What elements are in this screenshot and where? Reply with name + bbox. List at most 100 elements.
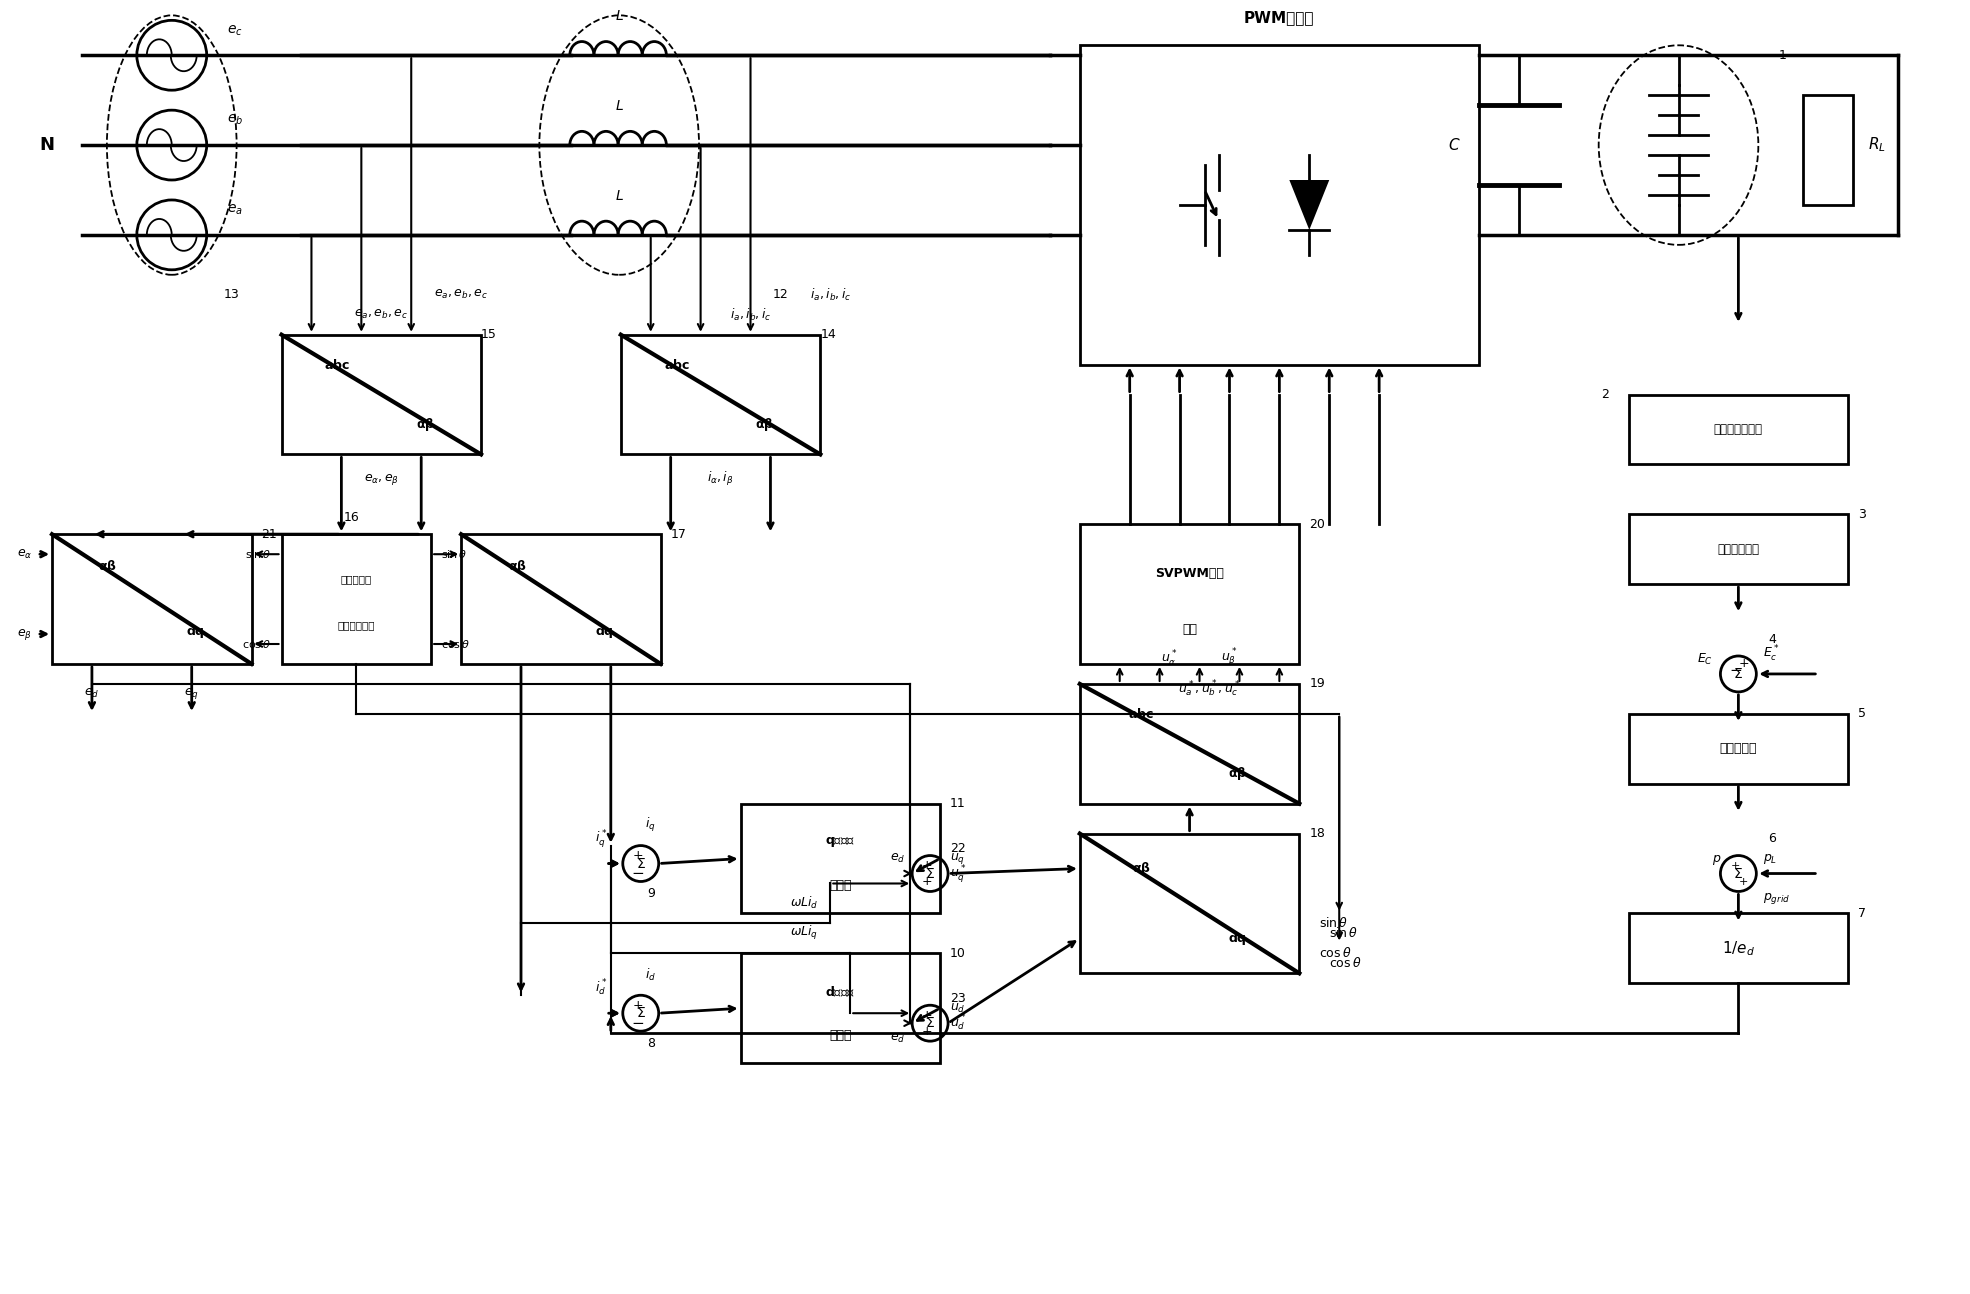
Text: $\sin\theta$: $\sin\theta$ bbox=[441, 549, 467, 560]
Text: 1: 1 bbox=[1779, 49, 1787, 62]
Text: $\cos\theta$: $\cos\theta$ bbox=[441, 638, 471, 650]
Text: $+$: $+$ bbox=[632, 849, 644, 862]
Text: 生成: 生成 bbox=[1182, 622, 1198, 635]
Text: p: p bbox=[1712, 851, 1720, 866]
Bar bbox=[621, 335, 820, 454]
Bar bbox=[1629, 714, 1848, 784]
Text: $e_\alpha$: $e_\alpha$ bbox=[16, 547, 32, 560]
Text: $\cos\theta$: $\cos\theta$ bbox=[1320, 946, 1351, 960]
Text: 18: 18 bbox=[1310, 827, 1326, 840]
Text: $e_\alpha,e_\beta$: $e_\alpha,e_\beta$ bbox=[364, 472, 398, 487]
Text: 10: 10 bbox=[950, 947, 965, 960]
Text: 15: 15 bbox=[481, 329, 496, 342]
Text: $\mathbf{abc}$: $\mathbf{abc}$ bbox=[1129, 707, 1154, 721]
Text: 17: 17 bbox=[670, 528, 688, 541]
Text: 调节器: 调节器 bbox=[829, 880, 851, 893]
Text: $e_d$: $e_d$ bbox=[890, 851, 904, 866]
Text: 计算电容储能: 计算电容储能 bbox=[1718, 542, 1759, 555]
Text: $\cos\theta$: $\cos\theta$ bbox=[1330, 956, 1361, 970]
Text: $\mathbf{\alpha\beta}$: $\mathbf{\alpha\beta}$ bbox=[1229, 765, 1247, 783]
Text: $e_q$: $e_q$ bbox=[185, 686, 199, 701]
Text: C: C bbox=[1448, 137, 1460, 153]
Text: $+$: $+$ bbox=[1738, 876, 1749, 886]
Text: $\mathbf{dq}$: $\mathbf{dq}$ bbox=[187, 622, 205, 641]
Text: $\mathbf{\alpha\beta}$: $\mathbf{\alpha\beta}$ bbox=[755, 415, 774, 433]
Polygon shape bbox=[1288, 180, 1330, 230]
Text: 20: 20 bbox=[1310, 518, 1326, 531]
Text: $-$: $-$ bbox=[630, 1013, 644, 1029]
Text: 11: 11 bbox=[950, 797, 965, 810]
Text: 21: 21 bbox=[262, 528, 278, 541]
Text: $\omega Li_q$: $\omega Li_q$ bbox=[790, 924, 820, 942]
Text: $e_d$: $e_d$ bbox=[890, 1031, 904, 1044]
Text: 直流侧电压采样: 直流侧电压采样 bbox=[1714, 423, 1763, 436]
Text: $\mathbf{dq}$: $\mathbf{dq}$ bbox=[1229, 930, 1247, 947]
Text: $-$: $-$ bbox=[1730, 661, 1741, 677]
Text: 3: 3 bbox=[1858, 507, 1866, 520]
Text: 19: 19 bbox=[1310, 678, 1326, 691]
Text: $\mathbf{abc}$: $\mathbf{abc}$ bbox=[325, 357, 351, 371]
Bar bbox=[1629, 514, 1848, 584]
Bar bbox=[51, 534, 252, 664]
Text: $u_q^*$: $u_q^*$ bbox=[950, 863, 967, 885]
Bar bbox=[282, 335, 481, 454]
Text: $p_{grid}$: $p_{grid}$ bbox=[1763, 892, 1791, 906]
Text: $e_d$: $e_d$ bbox=[85, 687, 100, 700]
Text: $u_q$: $u_q$ bbox=[950, 851, 965, 866]
Text: $i_q$: $i_q$ bbox=[646, 815, 656, 833]
Text: $u_a^*,u_b^*,u_c^*$: $u_a^*,u_b^*,u_c^*$ bbox=[1178, 679, 1241, 699]
Text: $\Sigma$: $\Sigma$ bbox=[926, 1016, 936, 1030]
Bar bbox=[1629, 395, 1848, 465]
Bar bbox=[282, 534, 431, 664]
Text: $i_q^*$: $i_q^*$ bbox=[595, 828, 607, 850]
Text: $\Sigma$: $\Sigma$ bbox=[636, 1007, 646, 1020]
Text: $e_b$: $e_b$ bbox=[227, 113, 242, 127]
Bar bbox=[741, 804, 940, 914]
Text: $e_c$: $e_c$ bbox=[227, 23, 242, 38]
Text: $\omega Li_d$: $\omega Li_d$ bbox=[790, 895, 820, 911]
Text: $i_\alpha,i_\beta$: $i_\alpha,i_\beta$ bbox=[707, 470, 735, 488]
Bar bbox=[741, 954, 940, 1064]
Text: 8: 8 bbox=[646, 1036, 654, 1049]
Text: $+$: $+$ bbox=[1730, 861, 1740, 871]
Bar bbox=[1803, 96, 1854, 204]
Text: $\sin\theta$: $\sin\theta$ bbox=[1330, 927, 1359, 941]
Text: $\mathbf{d}$轴电流: $\mathbf{d}$轴电流 bbox=[825, 985, 855, 999]
Text: $\mathbf{\alpha\beta}$: $\mathbf{\alpha\beta}$ bbox=[98, 558, 118, 575]
Text: $\mathbf{\alpha\beta}$: $\mathbf{\alpha\beta}$ bbox=[1133, 861, 1150, 877]
Text: $+$: $+$ bbox=[922, 875, 932, 888]
Text: $+$: $+$ bbox=[1738, 657, 1749, 670]
Bar bbox=[1080, 45, 1479, 365]
Text: L: L bbox=[615, 100, 623, 113]
Text: $e_\beta$: $e_\beta$ bbox=[18, 626, 32, 642]
Bar bbox=[1080, 685, 1300, 804]
Text: $e_a,e_b,e_c$: $e_a,e_b,e_c$ bbox=[433, 289, 489, 302]
Text: $\mathbf{\alpha\beta}$: $\mathbf{\alpha\beta}$ bbox=[508, 558, 526, 575]
Text: 调节器: 调节器 bbox=[829, 1029, 851, 1042]
Text: $+$: $+$ bbox=[922, 859, 932, 872]
Text: 9: 9 bbox=[646, 886, 654, 899]
Bar bbox=[1629, 914, 1848, 983]
Text: $\mathbf{abc}$: $\mathbf{abc}$ bbox=[664, 357, 689, 371]
Text: $i_a,i_b,i_c$: $i_a,i_b,i_c$ bbox=[810, 287, 851, 303]
Bar bbox=[1080, 833, 1300, 973]
Text: $u_\alpha^*$: $u_\alpha^*$ bbox=[1162, 648, 1178, 669]
Text: 14: 14 bbox=[820, 329, 835, 342]
Text: $R_L$: $R_L$ bbox=[1868, 136, 1885, 154]
Text: $\Sigma$: $\Sigma$ bbox=[1734, 666, 1743, 681]
Text: 能量调节器: 能量调节器 bbox=[1720, 743, 1757, 756]
Text: $+$: $+$ bbox=[632, 999, 644, 1012]
Text: 16: 16 bbox=[343, 511, 359, 524]
Text: L: L bbox=[615, 9, 623, 23]
Text: $p_L$: $p_L$ bbox=[1763, 851, 1777, 866]
Text: $+$: $+$ bbox=[922, 1009, 932, 1022]
Text: 锁相计算正: 锁相计算正 bbox=[341, 575, 372, 585]
Text: 23: 23 bbox=[950, 991, 965, 1004]
Text: $\Sigma$: $\Sigma$ bbox=[1734, 867, 1743, 880]
Text: $u_\beta^*$: $u_\beta^*$ bbox=[1221, 647, 1237, 669]
Text: $+$: $+$ bbox=[922, 1025, 932, 1038]
Text: 弦、余弦信号: 弦、余弦信号 bbox=[337, 620, 374, 630]
Text: 4: 4 bbox=[1769, 633, 1777, 646]
Text: 12: 12 bbox=[772, 289, 788, 302]
Text: 5: 5 bbox=[1858, 708, 1866, 721]
